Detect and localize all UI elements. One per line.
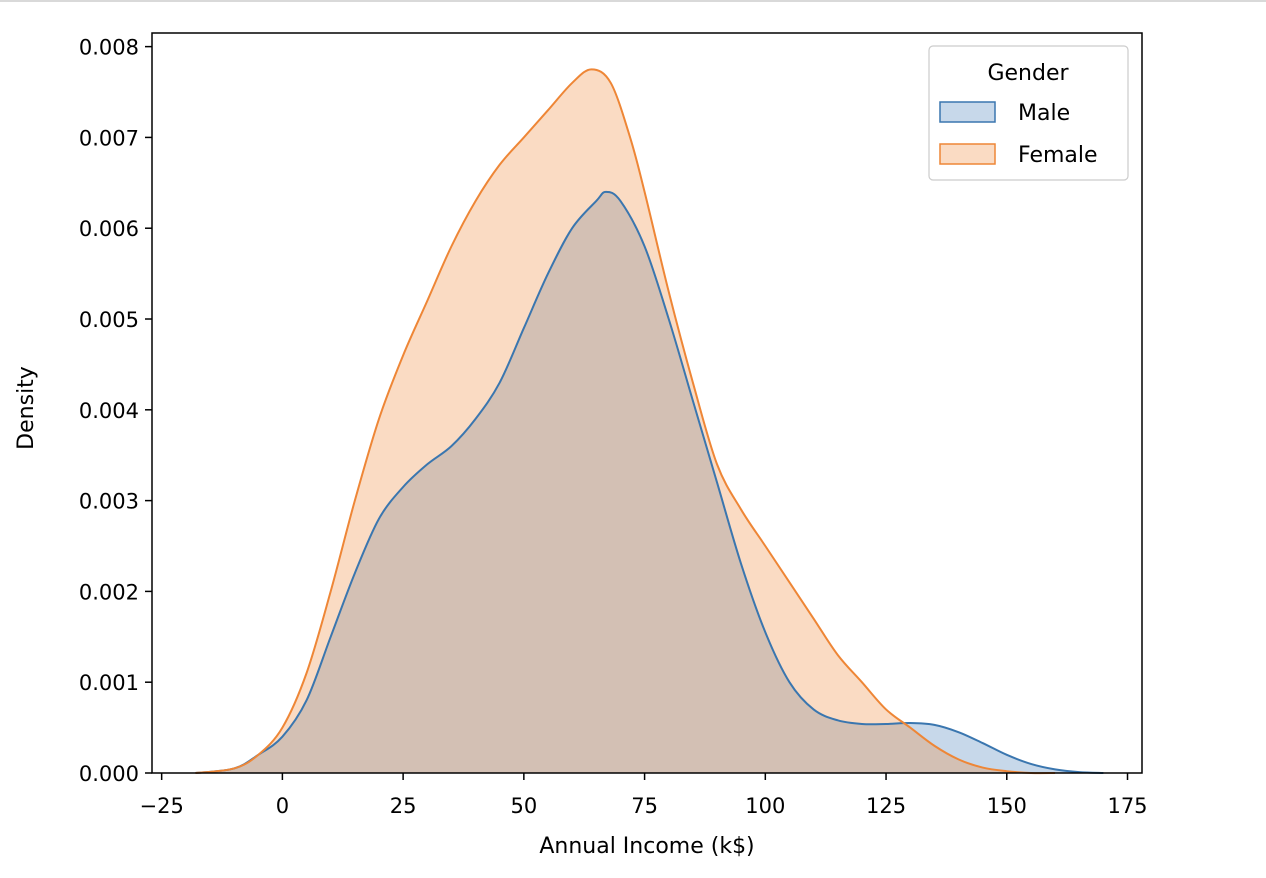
top-divider [0, 0, 1266, 2]
x-tick-label: 25 [390, 794, 417, 818]
density-fills [195, 69, 1104, 774]
legend: Gender Male Female [928, 45, 1129, 181]
legend-title: Gender [987, 61, 1069, 86]
x-tick-label: −25 [139, 794, 183, 818]
y-tick-label: 0.000 [79, 762, 139, 786]
y-tick-label: 0.005 [79, 308, 139, 332]
x-axis-label: Annual Income (k$) [539, 834, 754, 859]
y-axis-ticks: 0.000 0.001 0.002 0.003 0.004 0.005 0.006 0.007… [79, 36, 152, 786]
density-area-female [195, 69, 1056, 774]
y-tick-label: 0.007 [79, 126, 139, 150]
x-tick-label: 100 [745, 794, 785, 818]
legend-swatch-female [939, 143, 996, 165]
legend-label-male: Male [1018, 101, 1070, 126]
x-tick-label: 75 [631, 794, 658, 818]
y-tick-label: 0.003 [79, 490, 139, 514]
density-line-female [195, 68, 1056, 775]
legend-label-female: Female [1018, 143, 1098, 168]
x-axis-ticks: −25 0 25 50 75 100 125 150 175 [139, 773, 1148, 818]
density-lines [195, 68, 1104, 775]
x-tick-label: 150 [987, 794, 1027, 818]
y-tick-label: 0.004 [79, 399, 139, 423]
legend-frame [928, 45, 1129, 181]
x-tick-label: 50 [510, 794, 537, 818]
y-axis-label: Density [14, 366, 39, 450]
density-area-male [195, 191, 1104, 774]
density-line-male [195, 190, 1104, 774]
x-tick-label: 125 [866, 794, 906, 818]
y-tick-label: 0.002 [79, 580, 139, 604]
y-tick-label: 0.008 [79, 36, 139, 60]
y-tick-label: 0.006 [79, 217, 139, 241]
y-tick-label: 0.001 [79, 671, 139, 695]
x-tick-label: 175 [1107, 794, 1147, 818]
legend-swatch-male [939, 101, 996, 123]
plot-frame [151, 32, 1143, 774]
x-tick-label: 0 [276, 794, 289, 818]
